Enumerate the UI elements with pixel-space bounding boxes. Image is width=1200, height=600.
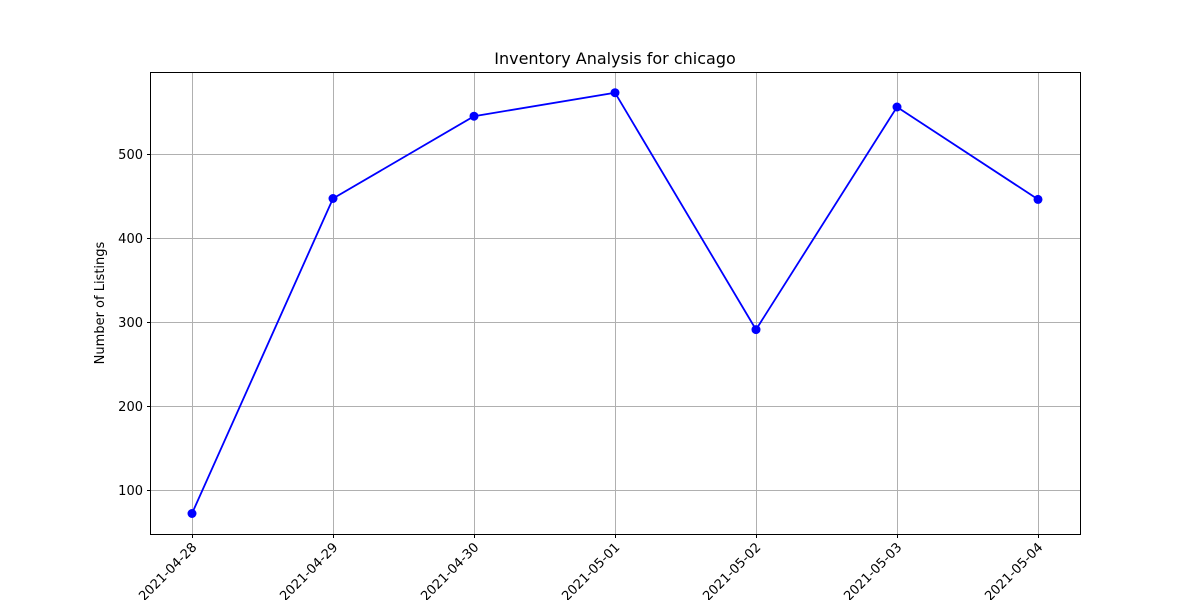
y-tick-label: 500 <box>118 148 143 163</box>
data-point <box>892 102 902 112</box>
data-point <box>751 325 761 335</box>
y-tick-label: 100 <box>118 484 143 499</box>
y-tick-label: 300 <box>118 316 143 331</box>
data-point <box>610 88 620 98</box>
data-point <box>469 111 479 121</box>
x-tick-label: 2021-04-28 <box>136 540 200 600</box>
plot-frame <box>150 72 1081 535</box>
data-point <box>328 194 338 203</box>
grid-lines <box>151 72 1080 534</box>
y-axis: 100 200 300 400 500 <box>118 148 151 499</box>
data-point <box>187 509 197 518</box>
x-tick-label: 2021-04-30 <box>418 540 482 600</box>
x-tick-label: 2021-05-04 <box>982 540 1046 600</box>
series-layer <box>187 88 1043 518</box>
y-axis-label: Number of Listings <box>93 241 108 364</box>
y-tick-label: 400 <box>118 232 143 247</box>
data-point <box>1033 194 1043 204</box>
x-axis: 2021-04-28 2021-04-29 2021-04-30 2021-05-01… <box>136 534 1046 600</box>
chart-title: Inventory Analysis for chicago <box>494 49 736 68</box>
x-tick-label: 2021-05-02 <box>700 540 764 600</box>
x-tick-label: 2021-05-01 <box>559 540 623 600</box>
x-tick-label: 2021-04-29 <box>277 540 341 600</box>
y-tick-label: 200 <box>118 400 143 415</box>
x-tick-label: 2021-05-03 <box>841 540 905 600</box>
